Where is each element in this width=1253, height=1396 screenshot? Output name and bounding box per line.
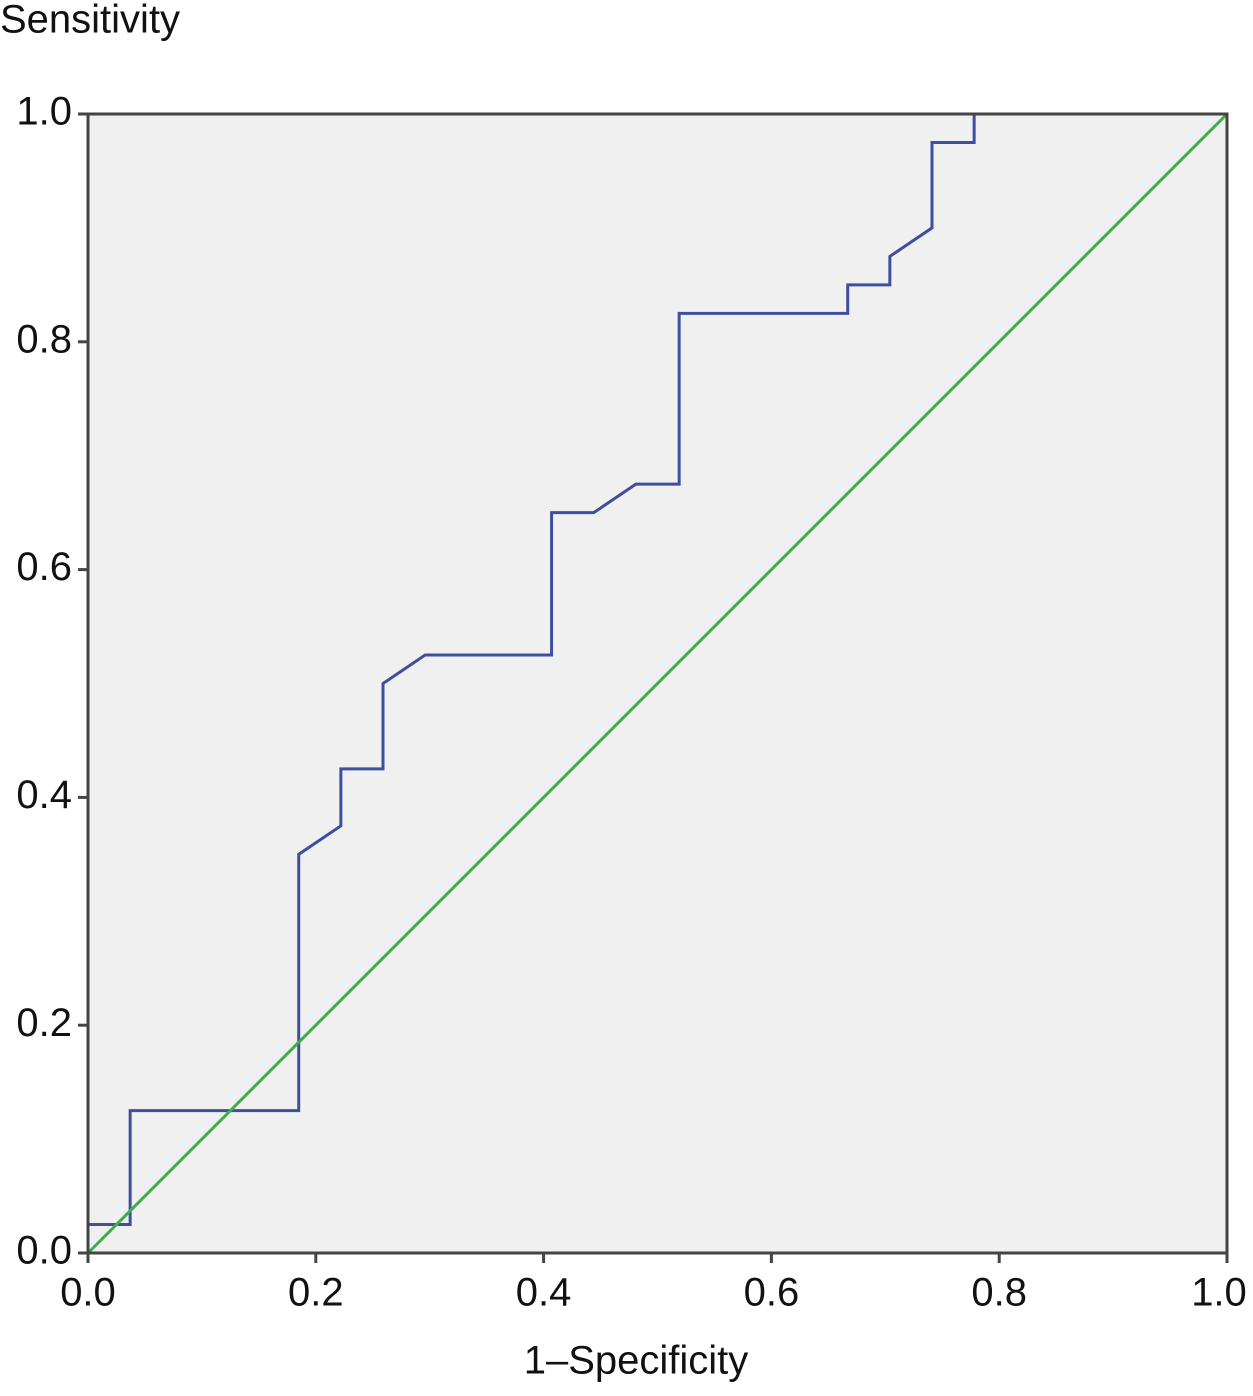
line bbox=[86, 112, 1229, 1255]
x-tick-label: 1.0 bbox=[1191, 1271, 1247, 1315]
y-axis-label: Sensitivity bbox=[0, 0, 180, 42]
x-axis-label: 1–Specificity bbox=[524, 1339, 749, 1383]
x-tick-label: 0.8 bbox=[971, 1271, 1027, 1315]
x-tick-label: 0.2 bbox=[288, 1271, 344, 1315]
y-tick-label: 0.4 bbox=[16, 773, 72, 817]
y-tick-label: 1.0 bbox=[16, 90, 72, 134]
x-tick-label: 0.0 bbox=[60, 1271, 116, 1315]
x-tick-label: 0.6 bbox=[744, 1271, 800, 1315]
line bbox=[86, 112, 1227, 1253]
y-tick-label: 0.2 bbox=[16, 1001, 72, 1045]
y-tick-label: 0.6 bbox=[16, 545, 72, 589]
y-tick-label: 0.8 bbox=[16, 317, 72, 361]
x-tick-label: 0.4 bbox=[516, 1271, 572, 1315]
y-tick-label: 0.0 bbox=[16, 1229, 72, 1273]
plot-border bbox=[86, 112, 1229, 1255]
